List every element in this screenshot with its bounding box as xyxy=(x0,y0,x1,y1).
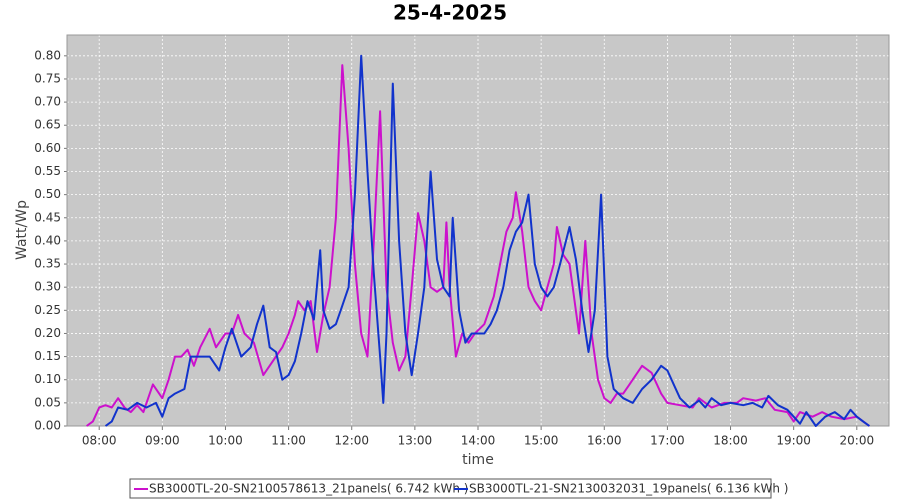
legend-label: SB3000TL-21-SN2130032031_19panels( 6.136… xyxy=(469,482,788,496)
y-axis-label: Watt/Wp xyxy=(14,200,30,260)
y-tick-label: 0.65 xyxy=(34,118,61,132)
x-tick-label: 20:00 xyxy=(840,434,875,448)
x-tick-label: 09:00 xyxy=(145,434,180,448)
x-tick-label: 08:00 xyxy=(82,434,117,448)
y-tick-label: 0.30 xyxy=(34,280,61,294)
y-tick-label: 0.75 xyxy=(34,71,61,85)
x-tick-label: 11:00 xyxy=(271,434,306,448)
y-tick-label: 0.80 xyxy=(34,48,61,62)
y-tick-label: 0.15 xyxy=(34,349,61,363)
x-tick-label: 15:00 xyxy=(524,434,559,448)
plot-border xyxy=(66,34,890,427)
x-tick-label: 16:00 xyxy=(587,434,622,448)
legend xyxy=(129,478,772,499)
y-tick-label: 0.50 xyxy=(34,187,61,201)
y-tick-label: 0.25 xyxy=(34,303,61,317)
series-line xyxy=(104,54,870,427)
y-tick-label: 0.60 xyxy=(34,141,61,155)
x-tick-label: 13:00 xyxy=(398,434,433,448)
x-tick-label: 19:00 xyxy=(776,434,811,448)
x-tick-label: 14:00 xyxy=(461,434,496,448)
x-tick-label: 10:00 xyxy=(208,434,243,448)
y-tick-label: 0.70 xyxy=(34,95,61,109)
y-tick-label: 0.35 xyxy=(34,257,61,271)
x-tick-label: 18:00 xyxy=(713,434,748,448)
chart-title: 25-4-2025 xyxy=(393,1,507,25)
y-tick-label: 0.40 xyxy=(34,233,61,247)
y-tick-label: 0.45 xyxy=(34,210,61,224)
y-tick-label: 0.20 xyxy=(34,326,61,340)
y-tick-label: 0.55 xyxy=(34,164,61,178)
y-tick-label: 0.10 xyxy=(34,372,61,386)
x-axis-label: time xyxy=(462,452,494,468)
y-tick-label: 0.00 xyxy=(34,419,61,433)
y-tick-label: 0.05 xyxy=(34,395,61,409)
legend-label: SB3000TL-20-SN2100578613_21panels( 6.742… xyxy=(149,482,468,496)
x-tick-label: 12:00 xyxy=(334,434,369,448)
x-tick-label: 17:00 xyxy=(650,434,685,448)
